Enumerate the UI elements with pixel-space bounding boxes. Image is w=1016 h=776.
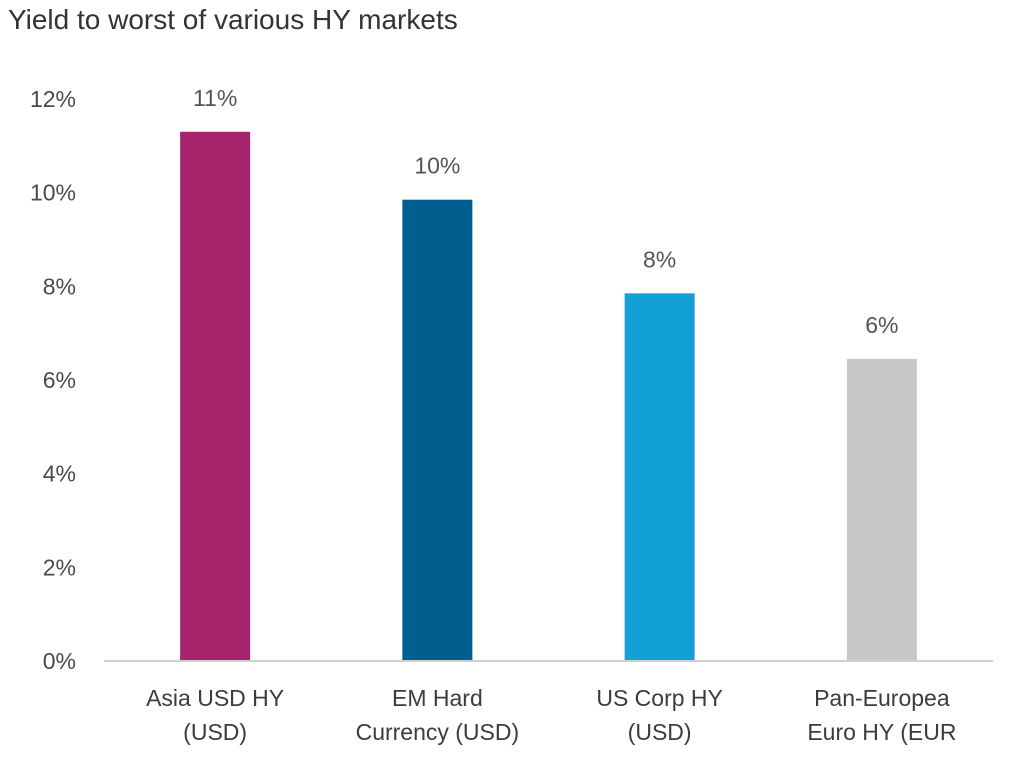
data-label: 10% [414, 153, 460, 179]
chart-title: Yield to worst of various HY markets [8, 4, 458, 35]
y-tick-label: 10% [30, 180, 76, 206]
y-tick-label: 6% [43, 367, 76, 393]
category-label: (USD) [183, 719, 247, 745]
y-tick-label: 4% [43, 461, 76, 487]
category-label: Euro HY (EUR [807, 719, 956, 745]
category-label: Currency (USD) [356, 719, 520, 745]
category-label: (USD) [628, 719, 692, 745]
bar [624, 293, 695, 661]
data-label: 11% [193, 85, 237, 111]
category-label: Pan-Europea [814, 685, 950, 711]
data-label: 8% [643, 246, 676, 272]
category-label: Asia USD HY [146, 685, 284, 711]
bar [402, 199, 473, 662]
category-label: EM Hard [392, 685, 483, 711]
category-label: US Corp HY [596, 685, 723, 711]
bar [846, 358, 917, 661]
bar [180, 131, 251, 662]
y-tick-label: 8% [43, 273, 76, 299]
y-tick-label: 12% [30, 86, 76, 112]
y-tick-label: 2% [43, 554, 76, 580]
y-tick-label: 0% [43, 648, 76, 674]
data-label: 6% [865, 312, 898, 338]
